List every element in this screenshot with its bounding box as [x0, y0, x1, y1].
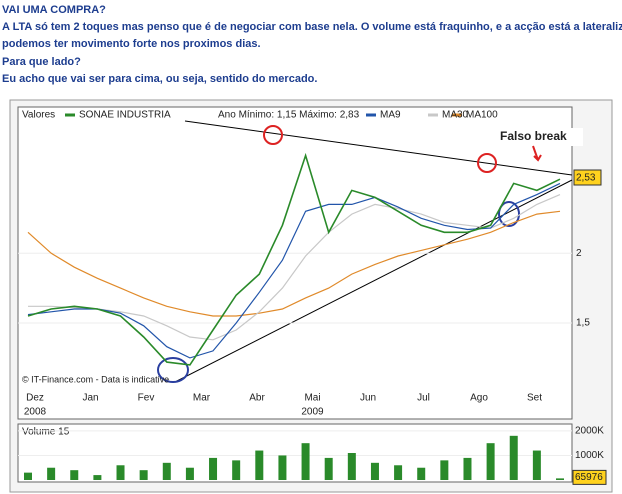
post-line: Para que lado?: [2, 55, 81, 68]
legend-label: MA30: [442, 110, 469, 121]
volume-bar: [116, 465, 125, 480]
highlight: [477, 153, 497, 173]
volume-panel: [17, 423, 573, 483]
x-tick-label: Set: [527, 393, 542, 404]
annotation-bg: [495, 128, 583, 146]
volume-title: Volume 15: [22, 427, 70, 438]
x-tick-label: Jul: [417, 393, 430, 404]
series-line: [27, 210, 561, 317]
trendline: [174, 179, 573, 383]
volume-bar: [347, 453, 356, 480]
volume-bar: [463, 457, 472, 480]
subtitle: Ano Mínimo: 1,15 Máximo: 2,83: [218, 110, 360, 121]
legend-label: MA9: [380, 110, 401, 121]
legend-title: Valores: [22, 110, 55, 121]
volume-bar: [47, 467, 56, 480]
x-tick-label: Jan: [82, 393, 98, 404]
last-volume-label: 65976: [575, 472, 603, 483]
year-label: 2008: [24, 407, 47, 418]
y-tick-label: 2000K: [575, 426, 604, 437]
y-tick-label: 2: [576, 248, 582, 259]
post-line: A LTA só tem 2 toques mas penso que é de…: [2, 21, 622, 34]
volume-bar: [278, 455, 287, 480]
volume-bar: [556, 478, 564, 480]
x-tick-label: Ago: [470, 393, 488, 404]
volume-bar: [139, 470, 148, 480]
arrow: [532, 145, 542, 162]
highlight: [263, 125, 283, 145]
x-tick-label: Jun: [360, 393, 376, 404]
volume-bar: [24, 472, 32, 480]
post-line: Eu acho que vai ser para cima, ou seja, …: [2, 72, 318, 85]
x-tick-label: Fev: [138, 393, 155, 404]
x-tick-label: Abr: [249, 393, 265, 404]
volume-bar: [440, 460, 449, 480]
volume-bar: [93, 475, 102, 480]
volume-bar: [370, 462, 379, 480]
last-price-label: 2,53: [576, 173, 596, 184]
x-tick-label: Mai: [304, 393, 320, 404]
series-line: [27, 182, 561, 359]
legend-label: SONAE INDUSTRIA: [79, 110, 171, 121]
series-line: [27, 152, 561, 366]
volume-bar: [532, 450, 541, 480]
post-line: VAI UMA COMPRA?: [2, 4, 106, 16]
volume-bar: [324, 457, 333, 480]
x-tick-label: Mar: [193, 393, 211, 404]
year-label: 2009: [301, 407, 324, 418]
series-line: [28, 194, 561, 341]
volume-bar: [417, 467, 426, 480]
volume-bar: [486, 443, 495, 480]
trendline: [184, 120, 573, 176]
volume-bar: [255, 450, 264, 480]
highlight: [157, 357, 189, 383]
y-tick-label: 1,5: [576, 318, 590, 329]
last-volume-box: [572, 469, 607, 485]
volume-bar: [394, 465, 403, 480]
x-tick-label: Dez: [26, 393, 44, 404]
y-tick-label: 1000K: [575, 450, 604, 461]
annotation: Falso break: [500, 129, 567, 143]
volume-bar: [185, 467, 194, 480]
legend-label: MA100: [466, 110, 498, 121]
volume-bar: [301, 443, 310, 480]
credit: © IT-Finance.com - Data is indicative: [22, 374, 169, 384]
volume-bar: [162, 462, 171, 480]
highlight: [498, 201, 520, 227]
volume-bar: [70, 470, 79, 480]
volume-bar: [509, 435, 518, 480]
last-price-box: [573, 169, 602, 186]
post-line: podemos ter movimento forte nos proximos…: [2, 38, 261, 51]
post: VAI UMA COMPRA? A LTA só tem 2 toques ma…: [2, 2, 622, 88]
volume-bar: [232, 460, 241, 480]
volume-bar: [209, 457, 218, 480]
